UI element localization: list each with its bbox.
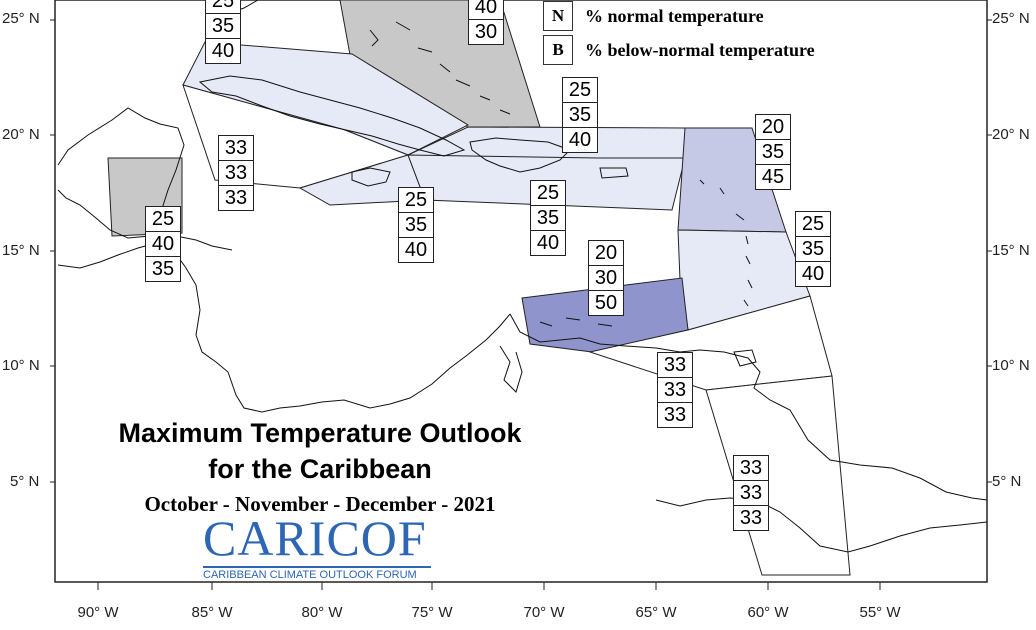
central-america-coast — [57, 241, 511, 413]
stack-value: 33 — [734, 480, 768, 505]
puerto-rico-coast — [599, 167, 629, 179]
lat-label-right-25: 25° N — [992, 10, 1030, 27]
yucatan-coast — [57, 107, 185, 239]
stack-value: 20 — [594, 242, 618, 264]
stack-value: 25 — [211, 0, 235, 12]
map-subtitle: October - November - December - 2021 — [144, 492, 496, 516]
stack-belize: 25 40 35 — [145, 206, 181, 282]
stack-value: 33 — [663, 354, 687, 376]
stack-value: 35 — [756, 139, 790, 164]
stack-trinidad: 33 33 33 — [657, 352, 693, 428]
stack-value: 40 — [563, 127, 597, 152]
stack-value: 33 — [219, 160, 253, 185]
legend-below: B % below-normal temperature — [543, 35, 815, 65]
map-frame — [54, 0, 988, 583]
lat-label-right-5: 5° N — [992, 473, 1022, 490]
caricof-logo: CARICOF — [203, 510, 427, 566]
stack-windward: 25 35 40 — [795, 211, 831, 287]
lon-label-80: 80° W — [301, 604, 343, 621]
stack-value: 35 — [206, 13, 240, 38]
lon-label-75: 75° W — [411, 604, 453, 621]
south-america-coast — [509, 313, 988, 501]
stack-value: 40 — [474, 0, 498, 18]
lat-label-5: 5° N — [10, 473, 40, 490]
stack-value: 35 — [563, 102, 597, 127]
stack-abc: 20 30 50 — [588, 240, 624, 316]
map-title-line1: Maximum Temperature Outlook — [118, 418, 522, 448]
stack-value: 50 — [589, 290, 623, 315]
axis-ticks — [50, 19, 992, 590]
legend-key-normal: N — [543, 1, 573, 31]
stack-value: 33 — [658, 402, 692, 427]
hispaniola-coast — [469, 137, 571, 173]
trinidad-coast — [733, 349, 757, 367]
stack-value: 40 — [399, 237, 433, 262]
stack-value: 35 — [146, 256, 180, 281]
stack-value: 33 — [224, 137, 248, 159]
stack-turks-caicos: 25 35 40 — [562, 77, 598, 153]
stack-bahamas-north: 25 35 40 — [205, 0, 241, 64]
stack-value: 33 — [219, 185, 253, 210]
stack-value: 25 — [151, 208, 175, 230]
lon-label-55: 55° W — [859, 604, 901, 621]
stack-value: 20 — [761, 116, 785, 138]
stack-value: 30 — [469, 19, 503, 44]
stack-value: 30 — [589, 265, 623, 290]
lat-label-right-15: 15° N — [992, 242, 1030, 259]
stack-value: 40 — [206, 38, 240, 63]
stack-value: 40 — [531, 230, 565, 255]
lon-label-65: 65° W — [635, 604, 677, 621]
abc-islands — [539, 317, 613, 327]
stack-value: 25 — [404, 189, 428, 211]
lon-label-70: 70° W — [523, 604, 565, 621]
stack-value: 33 — [658, 377, 692, 402]
lat-label-right-20: 20° N — [992, 126, 1030, 143]
jamaica-coast — [351, 167, 391, 187]
lon-label-60: 60° W — [747, 604, 789, 621]
stack-cayman: 33 33 33 — [218, 135, 254, 211]
stack-jamaica: 25 35 40 — [398, 187, 434, 263]
stack-leeward: 20 35 45 — [755, 114, 791, 190]
map-title-line2: for the Caribbean — [208, 454, 432, 484]
stack-value: 25 — [536, 182, 560, 204]
lat-label-right-10: 10° N — [992, 357, 1030, 374]
cuba-coast — [198, 75, 466, 157]
stack-value: 33 — [734, 505, 768, 530]
legend-label-normal: % normal temperature — [585, 5, 764, 26]
lon-label-90: 90° W — [77, 604, 119, 621]
stack-value: 35 — [796, 236, 830, 261]
stack-value: 40 — [146, 231, 180, 256]
stack-value: 33 — [739, 457, 763, 479]
legend-normal: N % normal temperature — [543, 1, 764, 31]
lat-label-20: 20° N — [2, 126, 40, 143]
stack-bahamas-east: 40 30 — [468, 0, 504, 45]
lat-label-15: 15° N — [2, 242, 40, 259]
bahamas-islands — [369, 21, 511, 115]
lesser-antilles — [699, 179, 753, 307]
stack-value: 35 — [399, 212, 433, 237]
caricof-tagline: CARIBBEAN CLIMATE OUTLOOK FORUM — [203, 566, 431, 581]
stack-puerto-rico: 25 35 40 — [530, 180, 566, 256]
lake-maracaibo — [499, 345, 523, 393]
legend-key-below: B — [543, 35, 573, 65]
stack-value: 40 — [796, 261, 830, 286]
stack-value: 25 — [801, 213, 825, 235]
stack-value: 25 — [568, 79, 592, 101]
zone-guianas — [705, 375, 851, 576]
stack-value: 45 — [756, 164, 790, 189]
lon-label-85: 85° W — [191, 604, 233, 621]
lat-label-25: 25° N — [2, 10, 40, 27]
venezuela-interior — [655, 497, 988, 553]
legend-label-below: % below-normal temperature — [585, 39, 815, 60]
stack-guianas: 33 33 33 — [733, 455, 769, 531]
stack-value: 35 — [531, 205, 565, 230]
lat-label-10: 10° N — [2, 357, 40, 374]
